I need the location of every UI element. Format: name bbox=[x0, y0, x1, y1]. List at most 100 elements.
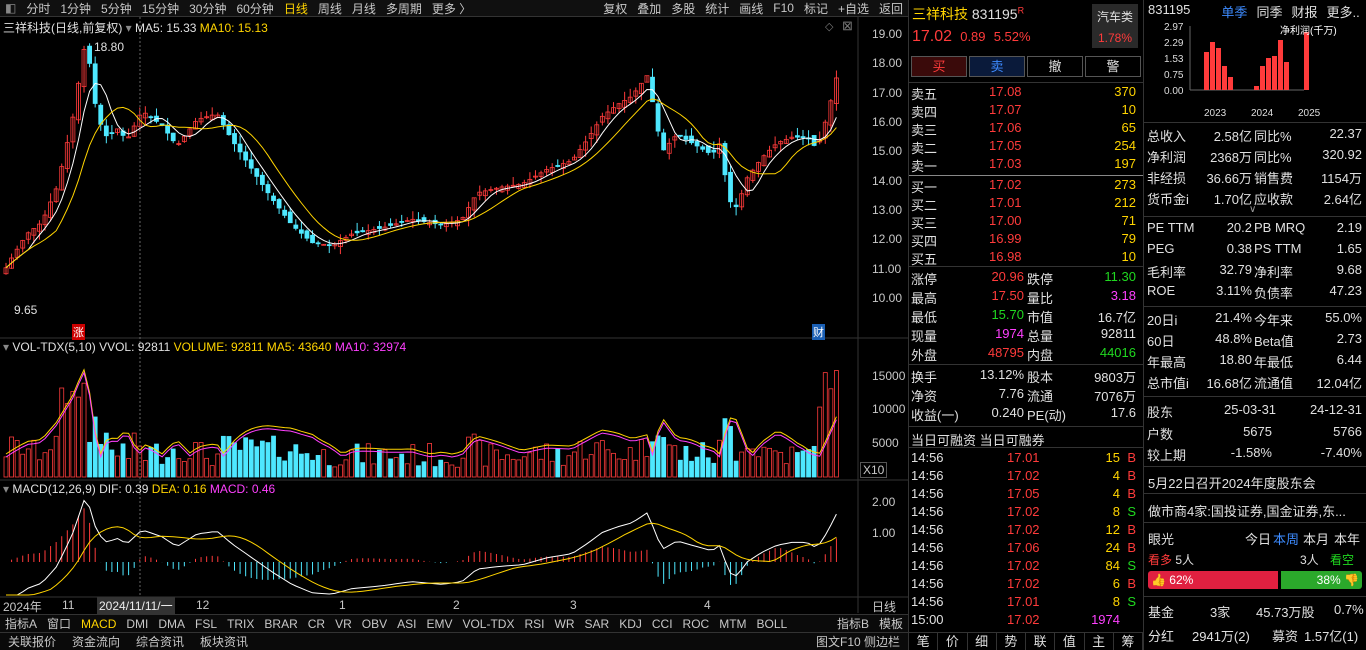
draw-button[interactable]: 画线 bbox=[739, 1, 764, 16]
multi-stock-button[interactable]: 多股 bbox=[671, 1, 696, 16]
indicator-tab[interactable]: RSI bbox=[524, 616, 545, 631]
cancel-button[interactable]: 撤 bbox=[1027, 56, 1083, 77]
indicator-tab[interactable]: DMI bbox=[126, 616, 149, 631]
back-button[interactable]: 返回 bbox=[878, 1, 903, 16]
stats-button[interactable]: 统计 bbox=[705, 1, 730, 16]
add-watchlist-button[interactable]: +自选 bbox=[837, 1, 869, 16]
indicator-tab[interactable]: 指标A bbox=[5, 617, 38, 631]
candle-body bbox=[834, 77, 839, 105]
indicator-tab[interactable]: EMV bbox=[426, 616, 453, 631]
indicator-right-tab[interactable]: 模板 bbox=[878, 617, 903, 631]
order-row[interactable]: 卖三 17.06 65 bbox=[909, 120, 1142, 138]
mid-tab[interactable]: 值 bbox=[1055, 633, 1085, 650]
volume-bar bbox=[722, 418, 728, 478]
indicator-tab[interactable]: OBV bbox=[361, 616, 388, 631]
mid-tab[interactable]: 价 bbox=[938, 633, 968, 650]
tab-60min[interactable]: 60分钟 bbox=[236, 1, 274, 16]
tab-fenshi[interactable]: 分时 bbox=[26, 1, 51, 16]
f10-button[interactable]: F10 bbox=[773, 1, 794, 15]
chevron-down-icon[interactable]: ▾ bbox=[3, 340, 10, 354]
chevron-down-icon[interactable]: ▾ bbox=[125, 21, 132, 35]
indicator-tab[interactable]: BRAR bbox=[264, 616, 298, 631]
tab-fund-flow[interactable]: 资金流向 bbox=[72, 635, 121, 649]
sell-button[interactable]: 卖 bbox=[969, 56, 1025, 77]
alert-button[interactable]: 警 bbox=[1085, 56, 1141, 77]
tab-more[interactable]: 更多 〉 bbox=[431, 1, 472, 16]
candle-body bbox=[310, 234, 315, 244]
tab-daily[interactable]: 日线 bbox=[283, 1, 308, 16]
order-row[interactable]: 卖五 17.08 370 bbox=[909, 84, 1142, 102]
chart-area[interactable]: 三祥科技(日线,前复权) ▾ MA5: 15.33 MA10: 15.13 ◇ … bbox=[0, 17, 908, 614]
indicator-tab[interactable]: 窗口 bbox=[47, 617, 72, 631]
order-row[interactable]: 买二 17.01 212 bbox=[909, 195, 1142, 213]
period-label[interactable]: 日线 bbox=[872, 600, 897, 614]
tab-today[interactable]: 今日 bbox=[1245, 532, 1272, 547]
indicator-tab[interactable]: SAR bbox=[584, 616, 610, 631]
tab-more[interactable]: 更多.. bbox=[1326, 5, 1360, 20]
tab-30min[interactable]: 30分钟 bbox=[189, 1, 227, 16]
mid-tab[interactable]: 主 bbox=[1085, 633, 1114, 650]
tab-related-quote[interactable]: 关联报价 bbox=[8, 635, 57, 649]
mark-button[interactable]: 标记 bbox=[803, 1, 828, 16]
indicator-tab[interactable]: MACD bbox=[81, 616, 117, 631]
tab-report[interactable]: 财报 bbox=[1291, 5, 1318, 20]
order-row[interactable]: 卖四 17.07 10 bbox=[909, 102, 1142, 120]
indicator-tab[interactable]: MTM bbox=[719, 616, 747, 631]
tab-multi[interactable]: 多周期 bbox=[385, 1, 422, 16]
order-row[interactable]: 卖二 17.05 254 bbox=[909, 138, 1142, 156]
order-row[interactable]: 买三 17.00 71 bbox=[909, 213, 1142, 231]
indicator-tab[interactable]: ASI bbox=[397, 616, 417, 631]
indicator-tab[interactable]: CR bbox=[307, 616, 326, 631]
fuquan-button[interactable]: 复权 bbox=[603, 1, 628, 16]
overlay-button[interactable]: 叠加 bbox=[637, 1, 662, 16]
indicator-tab[interactable]: FSL bbox=[195, 616, 218, 631]
chevron-down-icon[interactable]: ∨ bbox=[1249, 204, 1257, 215]
indicator-tab[interactable]: BOLL bbox=[756, 616, 788, 631]
zhang-badge[interactable]: 涨 bbox=[72, 324, 85, 340]
tab-quarter[interactable]: 单季 bbox=[1221, 5, 1248, 20]
mid-tab[interactable]: 筹 bbox=[1114, 633, 1143, 650]
f10-sidebar-button[interactable]: 图文F10 侧边栏 bbox=[815, 635, 900, 649]
indicator-tab[interactable]: DMA bbox=[158, 616, 186, 631]
mid-tab[interactable]: 笔 bbox=[909, 633, 939, 650]
news-item[interactable]: 做市商4家:国投证券,国金证券,东... bbox=[1148, 504, 1346, 519]
sector-box[interactable]: 汽车类 1.78% bbox=[1092, 4, 1138, 48]
mid-tab[interactable]: 势 bbox=[997, 633, 1026, 650]
indicator-tab[interactable]: VR bbox=[335, 616, 352, 631]
news-item[interactable]: 5月22日召开2024年度股东会 bbox=[1148, 476, 1316, 491]
diamond-icon[interactable]: ◇ bbox=[825, 21, 834, 33]
margin-label[interactable]: 当日可融资 当日可融券 bbox=[911, 433, 1045, 448]
chevron-down-icon[interactable]: ▾ bbox=[3, 482, 10, 496]
tab-sector-news[interactable]: 板块资讯 bbox=[200, 635, 249, 649]
order-row[interactable]: 买四 16.99 79 bbox=[909, 231, 1142, 249]
tab-weekly[interactable]: 周线 bbox=[317, 1, 342, 16]
mid-tab[interactable]: 联 bbox=[1026, 633, 1056, 650]
tab-week[interactable]: 本周 bbox=[1273, 532, 1300, 547]
bull-bar[interactable]: 👍 62% bbox=[1148, 571, 1279, 589]
buy-button[interactable]: 买 bbox=[911, 56, 967, 77]
cai-badge[interactable]: 财 bbox=[812, 324, 825, 340]
tab-year[interactable]: 本年 bbox=[1334, 532, 1361, 547]
order-row[interactable]: 卖一 17.03 197 bbox=[909, 156, 1142, 174]
indicator-tab[interactable]: ROC bbox=[682, 616, 710, 631]
indicator-tab[interactable]: TRIX bbox=[227, 616, 255, 631]
mid-tab[interactable]: 细 bbox=[968, 633, 997, 650]
tab-15min[interactable]: 15分钟 bbox=[141, 1, 180, 16]
indicator-right-tab[interactable]: 指标B bbox=[836, 617, 869, 631]
order-row[interactable]: 买一 17.02 273 bbox=[909, 177, 1142, 195]
indicator-tab[interactable]: WR bbox=[554, 616, 575, 631]
tab-month[interactable]: 本月 bbox=[1303, 532, 1330, 547]
close-icon[interactable]: ⊠ bbox=[842, 18, 853, 33]
bear-bar[interactable]: 38% 👎 bbox=[1281, 571, 1362, 589]
tab-monthly[interactable]: 月线 bbox=[351, 1, 376, 16]
indicator-tab[interactable]: KDJ bbox=[619, 616, 642, 631]
tab-5min[interactable]: 5分钟 bbox=[101, 1, 132, 16]
order-row[interactable]: 买五 16.98 10 bbox=[909, 249, 1142, 267]
tab-news[interactable]: 综合资讯 bbox=[136, 635, 185, 649]
indicator-tab[interactable]: CCI bbox=[651, 616, 673, 631]
restore-icon[interactable]: ◧ bbox=[5, 1, 17, 15]
tab-1min[interactable]: 1分钟 bbox=[60, 1, 92, 16]
kline-chart[interactable] bbox=[0, 17, 908, 613]
indicator-tab[interactable]: VOL-TDX bbox=[462, 616, 515, 631]
tab-same-quarter[interactable]: 同季 bbox=[1256, 5, 1283, 20]
